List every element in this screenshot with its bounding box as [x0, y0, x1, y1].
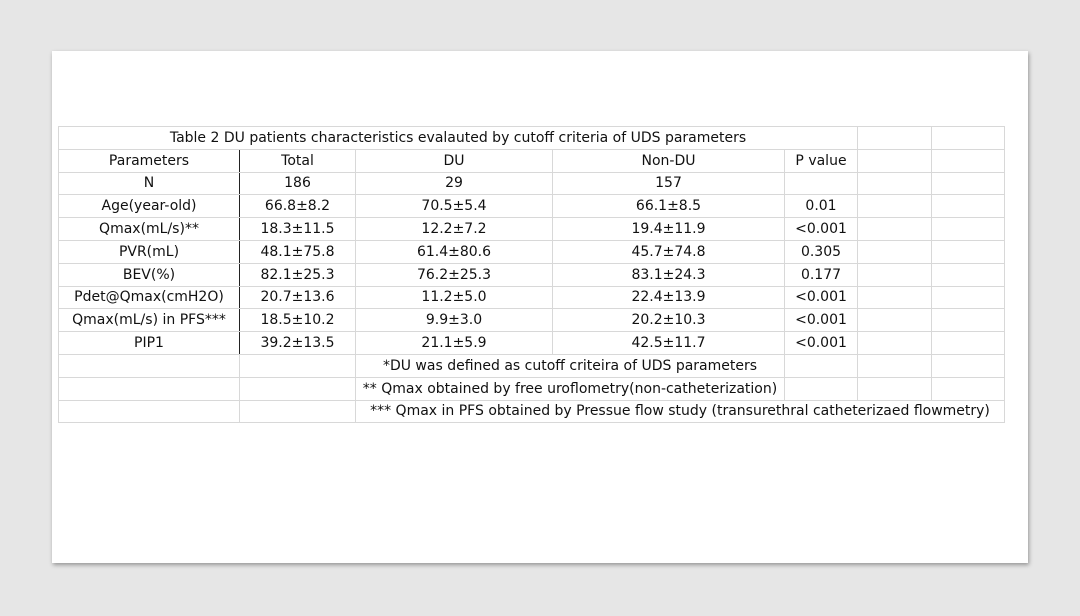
cell-non-du[interactable]: 42.5±11.7	[552, 331, 785, 355]
cell-total[interactable]: 18.3±11.5	[239, 217, 356, 241]
cell-du[interactable]: 76.2±25.3	[355, 262, 553, 287]
cell-total[interactable]: 82.1±25.3	[239, 262, 356, 287]
empty-cell[interactable]	[857, 262, 932, 287]
cell-du[interactable]: 12.2±7.2	[355, 217, 553, 241]
cell-du[interactable]: 29	[355, 171, 553, 196]
row-label[interactable]: N	[58, 171, 240, 196]
empty-cell[interactable]	[931, 285, 1005, 310]
cell-p-value[interactable]: <0.001	[784, 331, 858, 355]
footnote-du[interactable]: *DU was defined as cutoff criteira of UD…	[355, 353, 785, 378]
cell-non-du[interactable]: 45.7±74.8	[552, 239, 785, 264]
row-label[interactable]: Age(year-old)	[58, 194, 240, 219]
cell-total[interactable]: 186	[239, 171, 356, 196]
spreadsheet-table: Table 2 DU patients characteristics eval…	[58, 126, 1005, 424]
empty-cell[interactable]	[857, 308, 932, 333]
footnote-qmax[interactable]: ** Qmax obtained by free uroflometry(non…	[355, 376, 785, 401]
row-label[interactable]: BEV(%)	[58, 262, 240, 287]
row-label[interactable]: PIP1	[58, 331, 240, 355]
title-row: Table 2 DU patients characteristics eval…	[58, 126, 1005, 150]
empty-cell[interactable]	[857, 171, 932, 196]
cell-p-value[interactable]: <0.001	[784, 217, 858, 241]
empty-cell[interactable]	[857, 148, 932, 173]
empty-cell[interactable]	[857, 194, 932, 219]
empty-cell[interactable]	[857, 239, 932, 264]
header-total[interactable]: Total	[239, 148, 356, 173]
cell-total[interactable]: 20.7±13.6	[239, 285, 356, 310]
table-title[interactable]: Table 2 DU patients characteristics eval…	[58, 126, 858, 150]
empty-cell[interactable]	[857, 217, 932, 241]
header-parameters[interactable]: Parameters	[58, 148, 240, 173]
table-row: PIP1 39.2±13.5 21.1±5.9 42.5±11.7 <0.001	[58, 331, 1005, 355]
cell-p-value[interactable]: 0.305	[784, 239, 858, 264]
table-row: Qmax(mL/s) in PFS*** 18.5±10.2 9.9±3.0 2…	[58, 308, 1005, 333]
empty-cell[interactable]	[784, 353, 858, 378]
empty-cell[interactable]	[931, 148, 1005, 173]
empty-cell[interactable]	[857, 285, 932, 310]
cell-total[interactable]: 48.1±75.8	[239, 239, 356, 264]
empty-cell[interactable]	[239, 399, 356, 424]
cell-p-value[interactable]: <0.001	[784, 285, 858, 310]
table-row: BEV(%) 82.1±25.3 76.2±25.3 83.1±24.3 0.1…	[58, 262, 1005, 287]
empty-cell[interactable]	[58, 376, 240, 401]
table-row: Qmax(mL/s)** 18.3±11.5 12.2±7.2 19.4±11.…	[58, 217, 1005, 241]
cell-du[interactable]: 21.1±5.9	[355, 331, 553, 355]
cell-p-value[interactable]: 0.01	[784, 194, 858, 219]
table-row: Age(year-old) 66.8±8.2 70.5±5.4 66.1±8.5…	[58, 194, 1005, 219]
empty-cell[interactable]	[931, 126, 1005, 150]
cell-non-du[interactable]: 157	[552, 171, 785, 196]
empty-cell[interactable]	[857, 126, 932, 150]
empty-cell[interactable]	[239, 353, 356, 378]
empty-cell[interactable]	[857, 376, 932, 401]
table-row: PVR(mL) 48.1±75.8 61.4±80.6 45.7±74.8 0.…	[58, 239, 1005, 264]
row-label[interactable]: Pdet@Qmax(cmH2O)	[58, 285, 240, 310]
header-p-value[interactable]: P value	[784, 148, 858, 173]
empty-cell[interactable]	[931, 331, 1005, 355]
footnote-pfs[interactable]: *** Qmax in PFS obtained by Pressue flow…	[355, 399, 1005, 424]
empty-cell[interactable]	[857, 353, 932, 378]
cell-du[interactable]: 11.2±5.0	[355, 285, 553, 310]
cell-total[interactable]: 39.2±13.5	[239, 331, 356, 355]
empty-cell[interactable]	[857, 331, 932, 355]
empty-cell[interactable]	[931, 308, 1005, 333]
empty-cell[interactable]	[931, 194, 1005, 219]
empty-cell[interactable]	[784, 376, 858, 401]
header-row: Parameters Total DU Non-DU P value	[58, 148, 1005, 173]
row-label[interactable]: Qmax(mL/s)**	[58, 217, 240, 241]
cell-non-du[interactable]: 66.1±8.5	[552, 194, 785, 219]
empty-cell[interactable]	[931, 353, 1005, 378]
table-row: N 186 29 157	[58, 171, 1005, 196]
table-row: Pdet@Qmax(cmH2O) 20.7±13.6 11.2±5.0 22.4…	[58, 285, 1005, 310]
note-row: *** Qmax in PFS obtained by Pressue flow…	[58, 399, 1005, 424]
cell-total[interactable]: 66.8±8.2	[239, 194, 356, 219]
empty-cell[interactable]	[58, 399, 240, 424]
cell-du[interactable]: 70.5±5.4	[355, 194, 553, 219]
row-label[interactable]: PVR(mL)	[58, 239, 240, 264]
empty-cell[interactable]	[931, 239, 1005, 264]
cell-p-value[interactable]: 0.177	[784, 262, 858, 287]
empty-cell[interactable]	[931, 376, 1005, 401]
cell-p-value[interactable]	[784, 171, 858, 196]
cell-non-du[interactable]: 83.1±24.3	[552, 262, 785, 287]
cell-du[interactable]: 9.9±3.0	[355, 308, 553, 333]
header-non-du[interactable]: Non-DU	[552, 148, 785, 173]
empty-cell[interactable]	[931, 217, 1005, 241]
note-row: *DU was defined as cutoff criteira of UD…	[58, 353, 1005, 378]
cell-total[interactable]: 18.5±10.2	[239, 308, 356, 333]
empty-cell[interactable]	[58, 353, 240, 378]
row-label[interactable]: Qmax(mL/s) in PFS***	[58, 308, 240, 333]
cell-p-value[interactable]: <0.001	[784, 308, 858, 333]
empty-cell[interactable]	[931, 171, 1005, 196]
cell-non-du[interactable]: 19.4±11.9	[552, 217, 785, 241]
header-du[interactable]: DU	[355, 148, 553, 173]
cell-non-du[interactable]: 22.4±13.9	[552, 285, 785, 310]
slide-page: Table 2 DU patients characteristics eval…	[52, 51, 1028, 563]
note-row: ** Qmax obtained by free uroflometry(non…	[58, 376, 1005, 401]
cell-non-du[interactable]: 20.2±10.3	[552, 308, 785, 333]
empty-cell[interactable]	[931, 262, 1005, 287]
empty-cell[interactable]	[239, 376, 356, 401]
cell-du[interactable]: 61.4±80.6	[355, 239, 553, 264]
